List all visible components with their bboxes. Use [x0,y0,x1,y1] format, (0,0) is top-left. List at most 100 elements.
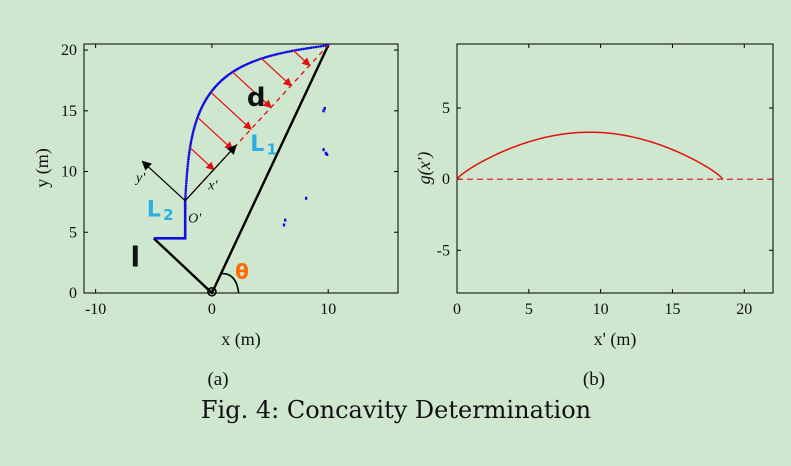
origin-marker [207,286,217,297]
origin-prime-label: O' [188,212,202,227]
hand-theta-label: θ [235,259,249,283]
arc-point [324,44,328,47]
hand-L1-subscript: 1 [267,141,277,159]
x-tick-label-b: 0 [453,301,461,318]
y-tick-label-b: 5 [442,100,450,117]
y-tick-label-a: 5 [69,224,77,241]
arc-point [187,158,190,161]
x-tick-label-b: 10 [593,301,609,318]
hand-d-label: d [247,83,266,113]
sublabel-a: (a) [207,369,228,390]
sublabel-b: (b) [583,369,605,390]
arc-point [192,128,195,132]
arc-point [184,194,187,198]
arc-point [272,53,275,57]
arc-point [186,167,189,171]
distance-arrow [261,58,292,87]
arc-point [185,177,188,180]
arc-point [309,46,313,50]
x-tick-label-a: 0 [208,301,216,318]
y-tick-label-b: -5 [437,242,450,259]
scatter-point [304,196,308,200]
distance-arrow [197,116,234,151]
arc-point [191,130,195,134]
y-tick-label-a: 10 [61,164,77,181]
hand-L2-label: L [147,197,161,222]
arc-point [184,189,188,193]
arc-point [186,165,189,168]
g-curve [456,131,724,180]
arc-point [312,46,315,49]
arc-point [270,54,273,57]
scatter-point [282,223,286,227]
arc-point [290,49,294,53]
scatter-point [283,218,287,222]
x-prime-label: x' [207,178,218,193]
x-tick-label-b: 15 [664,301,680,318]
arc-point [188,151,191,154]
arc-point [184,182,188,185]
wedge-boundary [152,44,330,295]
distance-arrow [293,50,311,67]
figure-caption: Fig. 4: Concavity Determination [201,396,591,424]
arc-point [189,139,193,143]
y-tick-label-a: 0 [69,285,77,302]
arc-point [192,126,196,130]
arc-point [189,144,192,147]
arc-point [251,60,254,64]
arc-point [297,48,301,51]
y-axis-label-a: y (m) [32,148,53,188]
arc-point [249,61,252,64]
distance-arrow [210,91,252,130]
arc-point [307,46,310,50]
x-tick-label-b: 20 [736,301,752,318]
arc-point [184,184,188,188]
x-tick-label-a: -10 [85,301,106,318]
arc-point [263,56,267,59]
x-tick-label-a: 10 [320,301,336,318]
y-tick-label-b: 0 [442,171,450,188]
y-tick-label-a: 20 [61,42,77,59]
ticks-a: -10 0 10 0 5 10 15 20 [61,42,398,318]
arc-point [247,62,251,65]
arc-point [190,135,194,138]
arc-point [193,124,197,128]
arc-point [184,191,187,195]
arc-point [274,53,278,56]
y-axis-label-b: g(x') [414,152,435,185]
angle-arc [222,272,240,294]
scatter-point [323,106,326,110]
arc-point [185,169,189,173]
arc-point [191,133,194,136]
content-b [456,131,773,180]
arc-point [185,172,189,175]
plot-area-a [83,43,399,294]
arc-point [300,47,303,51]
arc-point [295,48,298,52]
arc-point [189,141,193,145]
arc-point [194,120,198,124]
scatter-point [322,109,325,113]
arc-point [259,57,263,61]
scatter-point [322,148,325,152]
arc-point [253,59,256,63]
arc-point [184,187,188,190]
arc-point [319,44,323,48]
arc-point [267,54,271,58]
distance-arrow [189,147,215,171]
arc-point [281,51,284,55]
arc-point [184,196,187,200]
content-a: x'y'O'dL 1L 2l θ [131,43,330,297]
ticks-b: 0 5 10 15 20 -5 0 5 [437,44,773,318]
hand-l-label: l [131,240,141,273]
arc-point [285,50,289,54]
distance-arrow [232,71,272,109]
x-prime-axis [184,144,237,202]
arc-point [194,122,197,126]
arc-point [265,55,269,59]
scatter-point [325,153,329,157]
y-tick-label-a: 15 [61,103,77,120]
plot-area-b [456,43,774,294]
